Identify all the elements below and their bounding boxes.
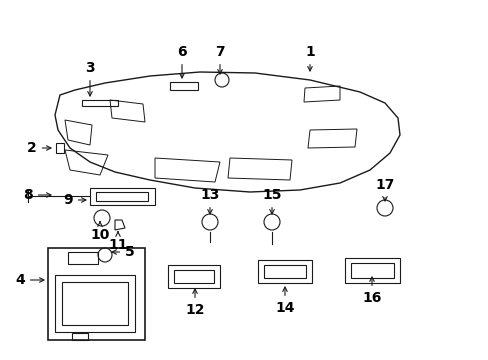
Text: 2: 2 <box>27 141 51 155</box>
Text: 14: 14 <box>275 287 294 315</box>
Text: 7: 7 <box>215 45 224 74</box>
Text: 10: 10 <box>90 222 109 242</box>
Text: 6: 6 <box>177 45 186 78</box>
Text: 9: 9 <box>63 193 86 207</box>
Text: 17: 17 <box>375 178 394 201</box>
Text: 12: 12 <box>185 289 204 317</box>
Text: 1: 1 <box>305 45 314 71</box>
Text: 8: 8 <box>23 188 51 202</box>
Text: 13: 13 <box>200 188 219 214</box>
Text: 5: 5 <box>112 245 135 259</box>
Text: 11: 11 <box>108 232 127 252</box>
Text: 4: 4 <box>15 273 44 287</box>
Text: 16: 16 <box>362 277 381 305</box>
Text: 15: 15 <box>262 188 281 214</box>
Bar <box>48 248 145 340</box>
Text: 3: 3 <box>85 61 95 96</box>
